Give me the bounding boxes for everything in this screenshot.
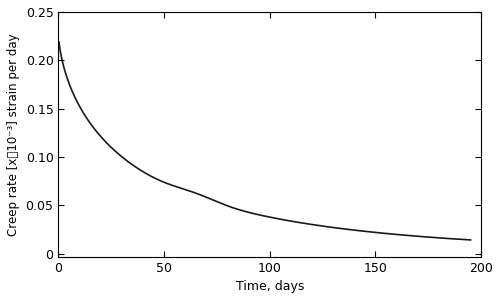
X-axis label: Time, days: Time, days: [236, 280, 304, 293]
Y-axis label: Creep rate [x⁲10⁻³] strain per day: Creep rate [x⁲10⁻³] strain per day: [7, 33, 20, 236]
